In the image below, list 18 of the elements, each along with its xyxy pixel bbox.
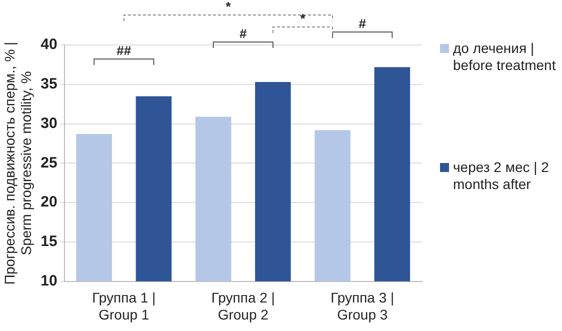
y-tick-label: 25 [40, 154, 58, 172]
y-tick-label: 35 [40, 76, 58, 93]
x-tick-label: Группа 2 | Group 2 [211, 290, 275, 322]
x-tick-label: Группа 1 | Group 1 [92, 290, 156, 322]
text: # [240, 26, 248, 42]
y-tick-label: 10 [40, 272, 58, 290]
annotation: ## [116, 43, 132, 58]
y-tick-label: 30 [40, 114, 58, 132]
legend-label: до лечения | before treatment [453, 40, 557, 74]
text: # [358, 16, 367, 32]
x-tick-label: Группа 3 | Group 3 [330, 290, 394, 322]
y-tick-label: 20 [40, 194, 58, 211]
y-tick-label: 15 [40, 233, 58, 250]
legend-label: через 2 мес | 2 months after [453, 159, 550, 193]
text: * [226, 0, 232, 14]
text: * [300, 11, 306, 26]
y-axis-title: Прогрессив. подвижность сперм., % | Sperm progressive motility, % [1, 42, 34, 285]
y-tick-label: 40 [40, 36, 58, 54]
